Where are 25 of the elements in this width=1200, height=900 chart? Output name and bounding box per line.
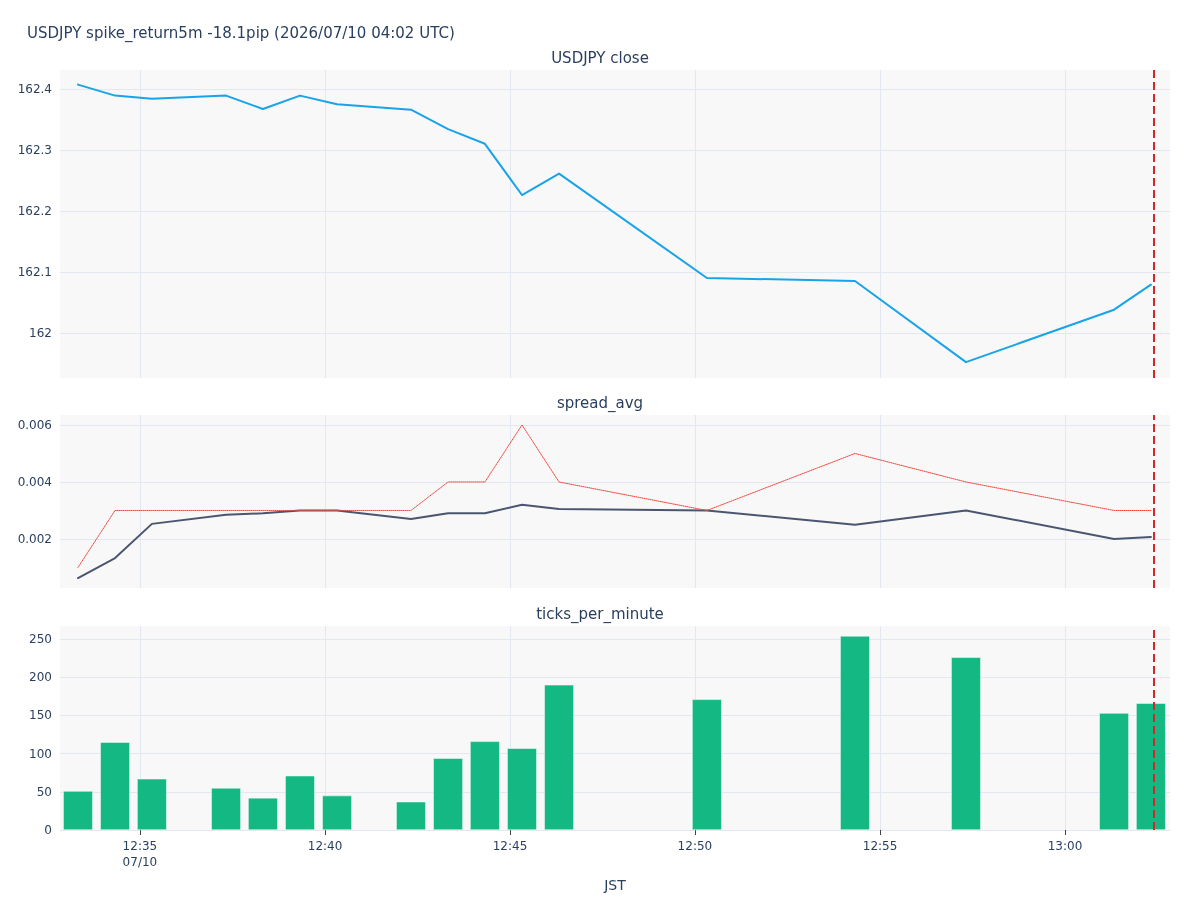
y-tick-label: 0.002 <box>17 531 52 546</box>
x-tick-label: 12:50 <box>677 839 713 853</box>
y-tick-label: 162 <box>29 325 52 340</box>
chart-title: USDJPY spike_return5m -18.1pip (2026/07/10 04:02 UTC) <box>27 23 455 43</box>
y-tick-label: 150 <box>29 708 52 723</box>
x-tick-label: 12:35 07/10 <box>122 839 158 869</box>
x-tick-label: 12:40 <box>307 839 343 853</box>
x-tick-label: 13:00 <box>1047 839 1083 853</box>
y-tick-label: 0.004 <box>17 474 52 489</box>
x-tick-label: 12:45 <box>492 839 528 853</box>
y-tick-label: 162.3 <box>17 142 52 157</box>
y-tick-label: 162.4 <box>17 81 52 96</box>
y-tick-label: 50 <box>36 784 52 799</box>
x-axis-title: JST <box>603 877 627 893</box>
x-tick-label: 12:55 <box>862 839 898 853</box>
y-tick-label: 200 <box>29 670 52 685</box>
chart-subtitle: USDJPY close <box>551 48 649 67</box>
y-tick-label: 162.1 <box>17 264 52 279</box>
y-tick-label: 0 <box>44 823 52 837</box>
y-tick-label: 100 <box>29 746 52 761</box>
y-tick-label: 162.2 <box>17 203 52 218</box>
y-tick-label: 250 <box>29 631 52 646</box>
chart-title: spread_avg <box>556 393 644 413</box>
chart-title: ticks_per_minute <box>536 604 664 624</box>
y-tick-label: 0.006 <box>17 417 52 432</box>
